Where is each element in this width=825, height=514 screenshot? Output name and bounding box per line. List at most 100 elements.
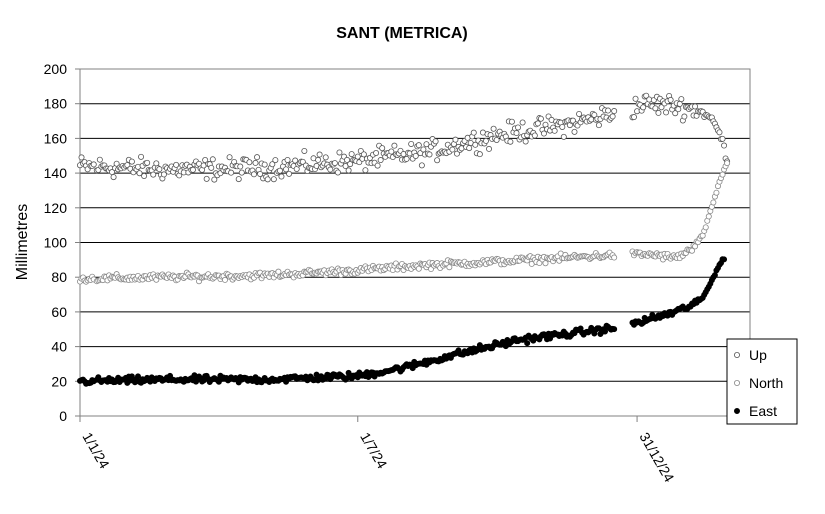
data-point — [315, 156, 322, 163]
data-point — [412, 152, 419, 159]
data-point — [141, 172, 148, 179]
data-point — [632, 95, 639, 102]
data-point — [692, 103, 699, 110]
data-point — [134, 373, 141, 380]
data-point — [278, 173, 285, 180]
chart-title: SANT (METRICA) — [336, 25, 468, 42]
data-point — [373, 149, 380, 156]
data-point — [522, 138, 529, 145]
x-tick-label: 1/7/24 — [357, 430, 390, 472]
data-point — [156, 166, 163, 173]
data-point — [663, 109, 670, 116]
data-point — [721, 142, 728, 149]
data-point — [689, 247, 696, 254]
data-point — [276, 167, 283, 174]
data-point — [136, 170, 143, 177]
data-point — [560, 133, 567, 140]
y-tick-label: 80 — [51, 269, 67, 285]
data-point — [513, 130, 520, 137]
data-point — [221, 276, 228, 283]
data-point — [415, 265, 422, 272]
data-point — [415, 142, 422, 149]
data-point — [576, 110, 583, 117]
data-point — [724, 160, 731, 167]
data-point — [678, 96, 685, 103]
data-point — [675, 106, 682, 113]
data-point — [284, 156, 291, 163]
data-point — [559, 123, 566, 130]
data-point — [710, 199, 717, 206]
x-tick-label: 31/12/24 — [636, 430, 677, 485]
data-point — [391, 142, 398, 149]
data-point — [611, 108, 618, 115]
y-tick-label: 120 — [44, 200, 68, 216]
data-point — [515, 124, 522, 131]
data-point — [652, 105, 659, 112]
data-point — [144, 159, 151, 166]
data-point — [377, 157, 384, 164]
data-point — [408, 140, 415, 147]
data-point — [90, 161, 97, 168]
data-point — [250, 171, 257, 178]
data-point — [705, 213, 712, 220]
data-point — [482, 137, 489, 144]
data-point — [110, 174, 117, 181]
legend-label: Up — [749, 347, 767, 363]
data-point — [173, 161, 180, 168]
data-point — [272, 157, 279, 164]
data-point — [189, 166, 196, 173]
data-point — [602, 328, 609, 335]
data-point — [672, 110, 679, 117]
data-point — [209, 156, 216, 163]
data-point — [605, 107, 612, 114]
data-point — [226, 154, 233, 161]
y-tick-label: 40 — [51, 339, 67, 355]
data-point — [331, 160, 338, 167]
y-tick-label: 140 — [44, 165, 68, 181]
series-north — [77, 160, 731, 285]
data-point — [423, 141, 430, 148]
data-point — [466, 145, 473, 152]
data-point — [470, 129, 477, 136]
data-point — [208, 164, 215, 171]
data-point — [228, 169, 235, 176]
data-point — [611, 254, 618, 261]
y-tick-label: 200 — [44, 61, 68, 77]
data-point — [345, 167, 352, 174]
data-point — [432, 138, 439, 145]
data-point — [418, 162, 425, 169]
data-point — [472, 141, 479, 148]
data-point — [264, 176, 271, 183]
data-point — [716, 129, 723, 136]
data-point — [676, 100, 683, 107]
data-point — [534, 120, 541, 127]
series-up — [77, 92, 731, 183]
y-tick-label: 20 — [51, 373, 67, 389]
data-point — [322, 154, 329, 161]
data-point — [609, 113, 616, 120]
data-point — [292, 157, 299, 164]
data-point — [316, 151, 323, 158]
data-point — [595, 122, 602, 129]
x-axis-ticks: 1/1/24 1/7/24 31/12/24 — [79, 416, 678, 485]
data-point — [96, 156, 103, 163]
y-tick-label: 0 — [59, 408, 67, 424]
data-point — [681, 113, 688, 120]
data-point — [270, 176, 277, 183]
data-point — [334, 169, 341, 176]
data-point — [542, 260, 549, 267]
data-point — [452, 136, 459, 143]
data-point — [537, 115, 544, 122]
data-point — [283, 166, 290, 173]
data-point — [631, 114, 638, 121]
data-point — [721, 256, 728, 263]
data-point — [524, 340, 531, 347]
data-point — [571, 128, 578, 135]
data-point — [490, 125, 497, 132]
data-point — [269, 161, 276, 168]
data-point — [128, 158, 135, 165]
data-point — [203, 175, 210, 182]
data-point — [426, 151, 433, 158]
data-point — [246, 159, 253, 166]
